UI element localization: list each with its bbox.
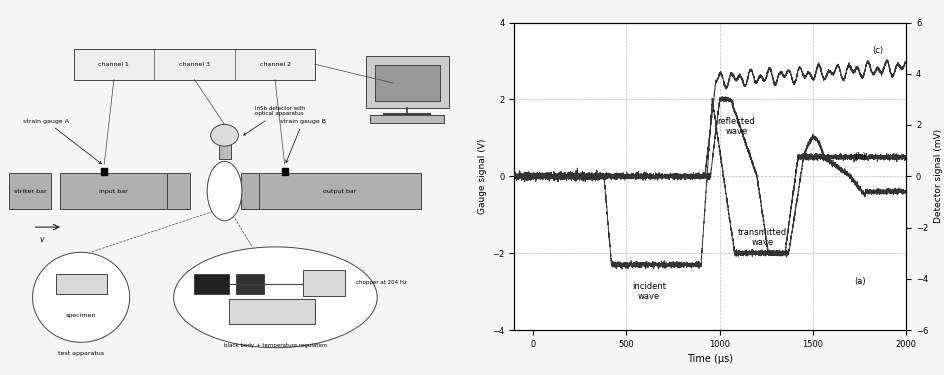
Bar [101,168,108,175]
Text: v: v [40,234,44,243]
Y-axis label: Detector signal (mV): Detector signal (mV) [934,129,943,224]
Text: channel 2: channel 2 [260,62,291,67]
Text: strain gauge A: strain gauge A [24,119,101,164]
Text: transmitted
wave: transmitted wave [738,228,787,248]
Text: (c): (c) [872,46,884,55]
Bar [236,274,263,294]
Bar [370,115,445,123]
Text: InSb detector with
optical apparatus: InSb detector with optical apparatus [244,106,305,135]
Ellipse shape [32,252,129,342]
Bar [194,274,229,294]
Bar [229,299,314,324]
Bar [9,173,51,209]
Circle shape [211,124,239,146]
Text: input bar: input bar [99,189,127,194]
Text: chopper at 204 Hz: chopper at 204 Hz [357,280,407,285]
Bar [218,144,230,159]
Bar [365,56,449,108]
Text: channel 3: channel 3 [179,62,210,67]
Text: striker bar: striker bar [14,189,46,194]
Bar [241,173,260,209]
X-axis label: Time (μs): Time (μs) [687,354,733,364]
Y-axis label: Gauge signal (V): Gauge signal (V) [478,139,487,214]
Bar [56,274,107,294]
Ellipse shape [174,247,378,348]
Text: (b): (b) [854,152,866,161]
Bar [60,173,167,209]
Ellipse shape [207,161,242,221]
Text: strain gauge B: strain gauge B [280,119,326,163]
Text: (a): (a) [854,277,866,286]
Bar [281,168,288,175]
Bar [375,65,440,101]
Text: black body + temperature regulation: black body + temperature regulation [224,344,327,348]
Text: output bar: output bar [324,189,357,194]
Text: channel 1: channel 1 [98,62,129,67]
Text: incident
wave: incident wave [632,282,666,301]
Text: specimen: specimen [66,313,96,318]
Text: reflected
wave: reflected wave [717,117,755,136]
Bar [167,173,190,209]
Bar [75,49,314,80]
Text: test apparatus: test apparatus [59,351,104,355]
Bar [303,270,345,296]
Bar [260,173,421,209]
